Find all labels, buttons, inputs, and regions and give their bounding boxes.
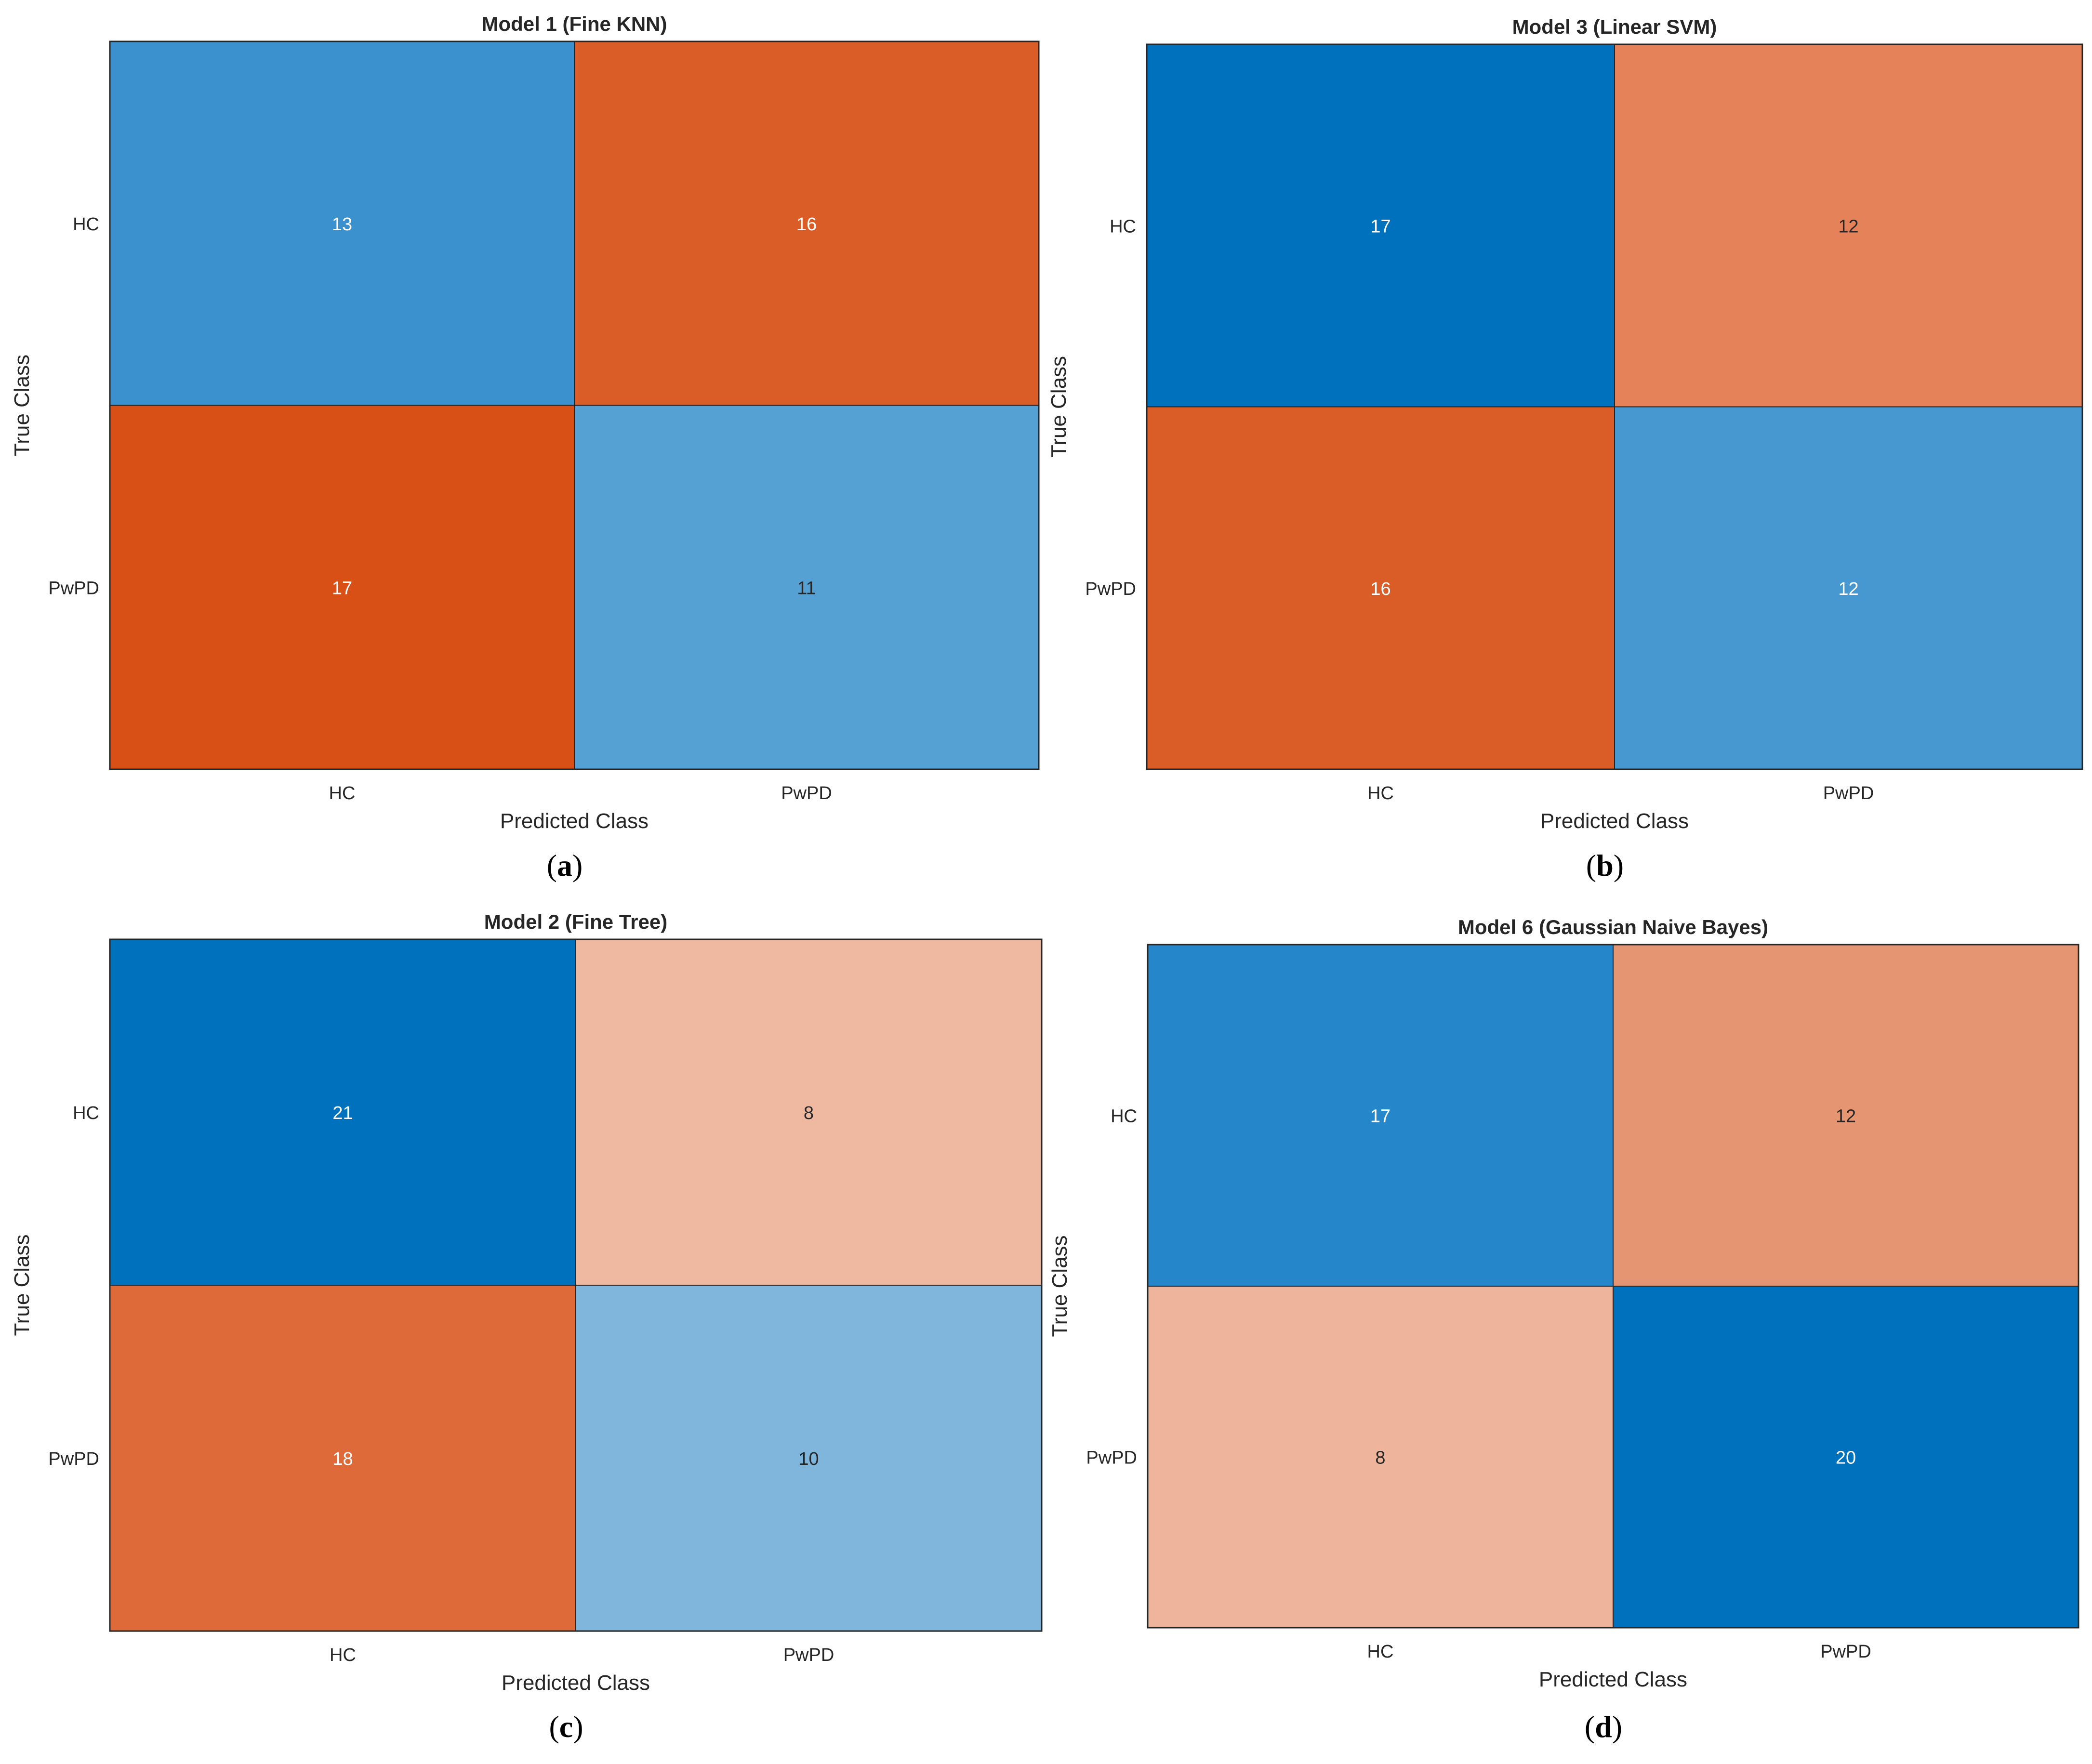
panel-label: (d): [1585, 1710, 1622, 1744]
matrix-cell-hc-pwpd: [1613, 944, 2079, 1287]
cell-value-label: 17: [1370, 216, 1390, 237]
matrix-border: [109, 40, 1040, 770]
cell-value-label: 12: [1838, 216, 1858, 237]
cell-value-label: 17: [332, 578, 352, 598]
cell-value-label: 12: [1838, 579, 1858, 599]
matrix-cell-pwpd-hc: [109, 405, 575, 770]
x-tick-label: HC: [330, 1645, 356, 1665]
y-tick-label: HC: [73, 1103, 99, 1123]
cell-value-label: 10: [798, 1449, 819, 1469]
matrix-cell-pwpd-hc: [1146, 406, 1615, 770]
y-axis-label: True Class: [1048, 1235, 1072, 1337]
x-tick-label: PwPD: [781, 783, 832, 803]
confusion-matrix-panel-c: Model 2 (Fine Tree) 21 8 18 10 HC PwPD HC PwPD Pr…: [10, 910, 1043, 1744]
matrix-cell-pwpd-pwpd: [1614, 406, 2083, 770]
y-tick-label: HC: [1110, 216, 1136, 237]
confusion-matrix-panel-a: Model 1 (Fine KNN) 13 16 17 11 HC PwPD HC PwPD Pr…: [10, 13, 1040, 882]
panel-label: (b): [1586, 848, 1624, 882]
confusion-matrix-panel-d: Model 6 (Gaussian Naive Bayes) 17 12 8 20 HC P…: [1048, 916, 2079, 1744]
y-tick-label: HC: [73, 214, 99, 235]
cell-value-label: 8: [1375, 1448, 1385, 1468]
y-tick-label: PwPD: [48, 1449, 99, 1469]
y-axis-label: True Class: [1047, 356, 1071, 458]
x-tick-label: PwPD: [783, 1645, 834, 1665]
matrix-cell-pwpd-pwpd: [1613, 1286, 2079, 1628]
matrix-cell-hc-hc: [109, 41, 575, 406]
cell-value-label: 16: [1370, 579, 1390, 599]
y-tick-label: HC: [1111, 1106, 1137, 1127]
x-axis-label: Predicted Class: [1540, 809, 1689, 833]
panel-label: (c): [549, 1710, 583, 1744]
x-axis-label: Predicted Class: [500, 809, 649, 833]
y-tick-label: PwPD: [1085, 579, 1136, 599]
cell-value-label: 12: [1836, 1106, 1856, 1127]
y-axis-label: True Class: [10, 1234, 34, 1336]
y-tick-label: PwPD: [1086, 1448, 1137, 1468]
confusion-matrix-panel-b: Model 3 (Linear SVM) 17 12 16 12 HC PwPD HC PwPD…: [1047, 15, 2083, 882]
chart-title: Model 2 (Fine Tree): [484, 910, 667, 933]
chart-title: Model 6 (Gaussian Naive Bayes): [1458, 916, 1768, 938]
x-tick-label: HC: [329, 783, 356, 803]
chart-title: Model 1 (Fine KNN): [482, 13, 667, 35]
cell-value-label: 20: [1836, 1448, 1856, 1468]
chart-title: Model 3 (Linear SVM): [1512, 15, 1717, 38]
cell-value-label: 11: [797, 578, 816, 598]
cell-value-label: 17: [1370, 1106, 1390, 1127]
x-tick-label: HC: [1367, 1642, 1394, 1662]
cell-value-label: 13: [332, 214, 352, 235]
matrix-border: [1146, 43, 2083, 770]
matrix-cell-hc-pwpd: [575, 939, 1042, 1286]
matrix-cell-hc-pwpd: [1614, 44, 2083, 408]
cell-value-label: 21: [332, 1103, 353, 1123]
x-axis-label: Predicted Class: [502, 1671, 650, 1695]
y-axis-label: True Class: [10, 355, 34, 456]
matrix-cell-hc-pwpd: [574, 41, 1039, 406]
cell-value-label: 18: [332, 1449, 353, 1469]
matrix-cell-pwpd-pwpd: [575, 1285, 1042, 1632]
y-tick-label: PwPD: [48, 578, 99, 598]
cell-value-label: 16: [796, 214, 817, 235]
panel-label: (a): [547, 848, 583, 882]
matrix-cell-hc-hc: [109, 939, 576, 1286]
matrix-cell-pwpd-hc: [1147, 1286, 1614, 1628]
x-tick-label: PwPD: [1823, 783, 1874, 803]
matrix-border: [109, 938, 1043, 1632]
x-tick-label: HC: [1367, 783, 1394, 803]
matrix-border: [1147, 944, 2079, 1629]
cell-value-label: 8: [804, 1103, 814, 1123]
x-axis-label: Predicted Class: [1539, 1668, 1687, 1691]
x-tick-label: PwPD: [1820, 1642, 1871, 1662]
matrix-cell-pwpd-pwpd: [574, 405, 1039, 770]
matrix-cell-pwpd-hc: [109, 1285, 576, 1632]
